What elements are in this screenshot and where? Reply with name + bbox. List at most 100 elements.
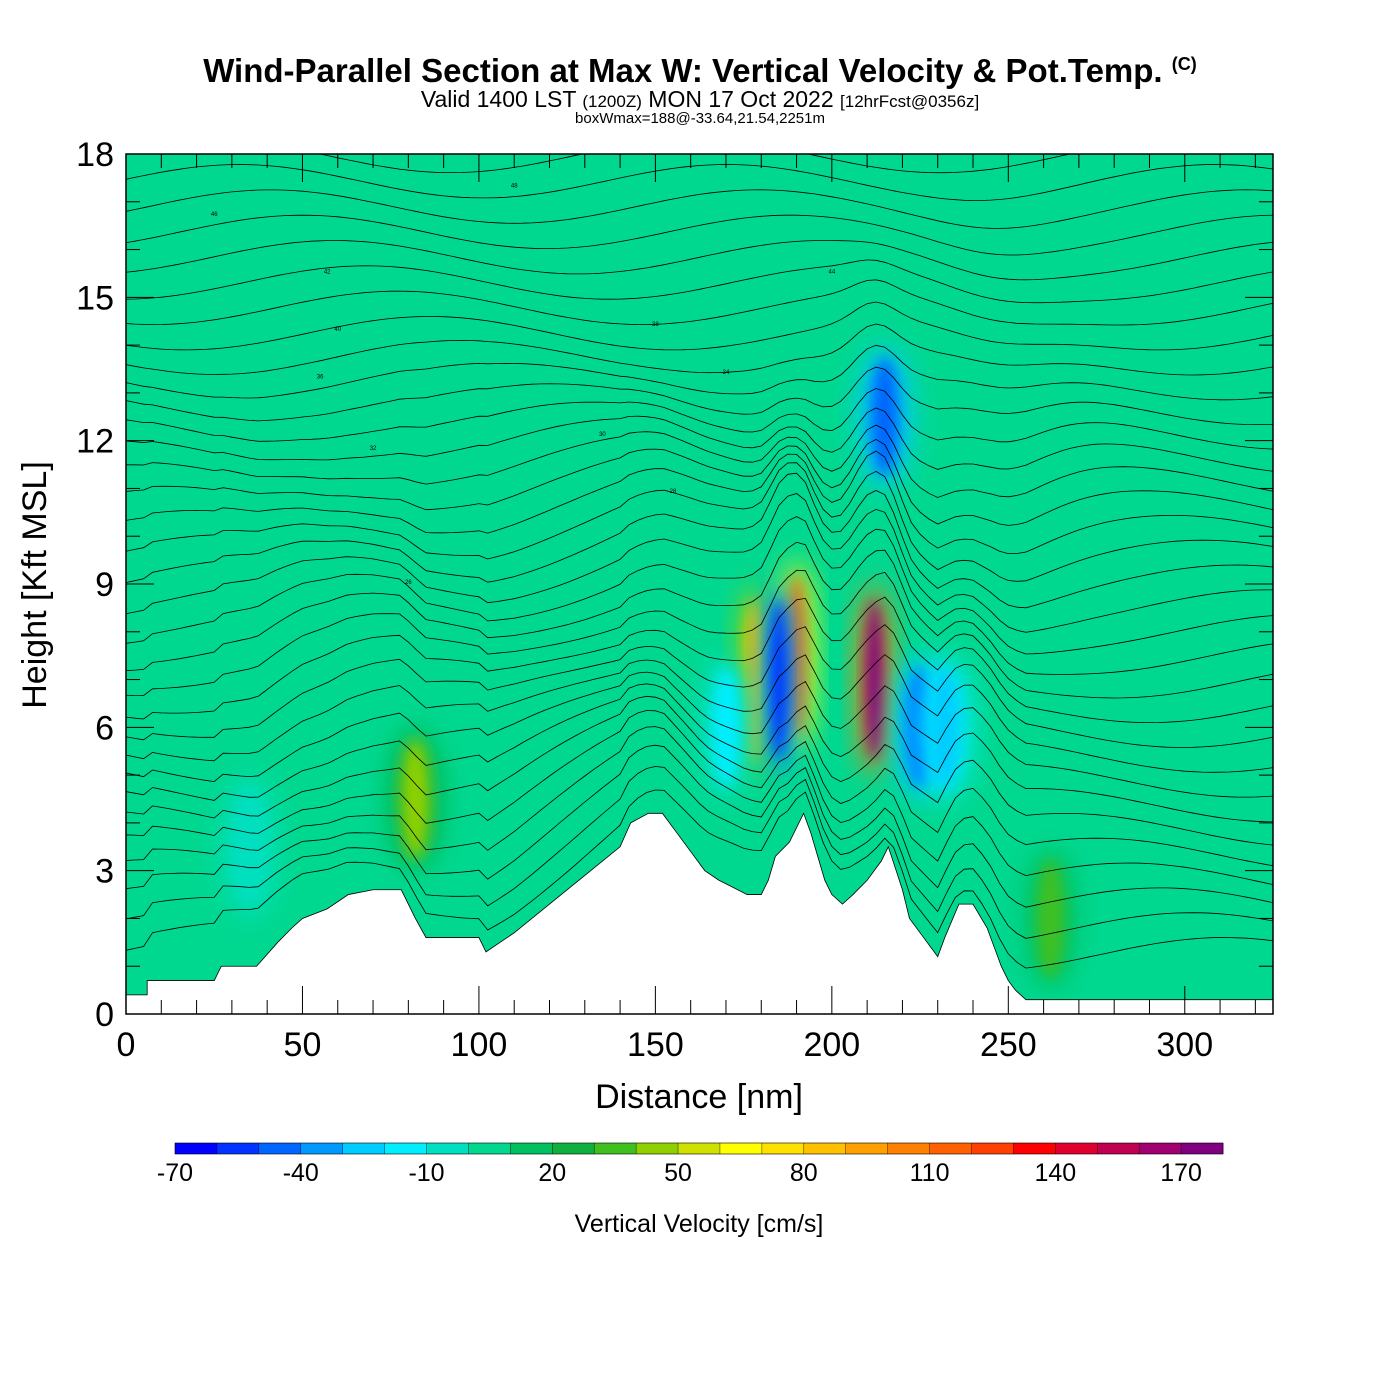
colorbar-swatch [803,1143,847,1154]
colorbar-swatch [1055,1143,1098,1154]
chart-title: Wind-Parallel Section at Max W: Vertical… [0,52,1400,90]
colorbar-swatch [845,1143,889,1154]
velocity-core [769,598,788,761]
axis-ticks [125,153,1273,1015]
x-tick-label: 0 [117,1026,136,1064]
contour-label: 36 [317,375,324,381]
velocity-core [401,739,430,859]
colorbar-swatch [1013,1143,1056,1154]
isentrope-line [126,671,1273,798]
valid-prefix: Valid 1400 LST [420,86,576,112]
isentrope-line [126,388,1273,450]
isentrope-line [126,695,1273,846]
colorbar [174,1142,1224,1155]
isentrope-line [126,789,1273,969]
contour-label: 46 [211,212,218,218]
potential-temperature-contours: 48 46 44 42 40 38 36 34 32 30 28 26 [126,154,1273,969]
colorbar-tick-label: -70 [157,1159,193,1187]
colorbar-swatch [719,1143,763,1154]
velocity-core [930,667,959,787]
isentrope-line [126,541,1273,675]
plot-area: 48 46 44 42 40 38 36 34 32 30 28 26 [126,154,1273,1014]
isentrope-line [126,710,1273,867]
colorbar-swatch [1097,1143,1140,1154]
colorbar-label: Vertical Velocity [cm/s] [575,1210,824,1238]
colorbar-swatch [258,1143,302,1154]
isentrope-line [126,344,1273,401]
velocity-core [711,667,740,787]
y-tick-labels: 0 3 6 9 12 15 18 [76,136,114,1034]
colorbar-swatch [1139,1143,1182,1154]
colorbar-swatch [342,1143,385,1154]
colorbar-swatch [929,1143,972,1154]
colorbar-swatch [384,1143,427,1154]
isentrope-line [126,569,1273,699]
velocity-core [870,357,899,477]
contour-label: 44 [829,269,836,275]
colorbar-swatch [426,1143,469,1154]
colorbar-swatch [300,1143,344,1154]
colorbar-tick-label: 170 [1160,1159,1202,1187]
contour-label: 38 [652,322,659,328]
valid-time-line: Valid 1400 LST (1200Z) MON 17 Oct 2022 [… [0,86,1400,113]
y-tick-label: 3 [95,853,114,891]
x-tick-labels: 0 50 100 150 200 250 300 [117,1026,1214,1064]
valid-date: MON 17 Oct 2022 [648,86,834,112]
colorbar-swatch [552,1143,595,1154]
contour-label: 26 [405,580,412,586]
isentrope-line [126,450,1273,555]
x-tick-label: 50 [284,1026,322,1064]
colorbar-tick-label: 80 [790,1159,818,1187]
isentrope-line [126,366,1273,426]
y-tick-label: 12 [76,423,114,461]
isentrope-line [126,516,1273,655]
contour-label: 48 [511,183,518,189]
colorbar-swatch [216,1143,260,1154]
isentrope-line [126,424,1273,498]
colorbar-swatch [761,1143,805,1154]
copyright-mark: (C) [1171,54,1197,74]
colorbar-tick-label: 50 [664,1159,692,1187]
x-tick-label: 100 [451,1026,508,1064]
x-tick-label: 300 [1156,1026,1213,1064]
isentrope-line [126,279,1273,326]
x-axis-label: Distance [nm] [595,1078,803,1116]
isentrope-line [126,654,1273,773]
isentrope-line [126,624,1273,748]
chart-title-text: Wind-Parallel Section at Max W: Vertical… [203,52,1163,89]
colorbar-tick-label: -40 [283,1159,319,1187]
colorbar-swatch [468,1143,511,1154]
x-tick-label: 250 [980,1026,1037,1064]
colorbar-swatch [971,1143,1014,1154]
isentrope-line [126,164,1273,201]
isentrope-line [126,683,1273,823]
colorbar-swatch [887,1143,930,1154]
velocity-core [1036,858,1065,978]
colorbar-tick-label: 110 [910,1159,950,1187]
forecast-info: [12hrFcst@0356z] [840,92,980,111]
isentrope-line [126,493,1273,633]
x-tick-label: 150 [627,1026,684,1064]
contour-label: 40 [334,327,341,333]
isentrope-line [126,407,1273,472]
isentrope-line [126,744,1273,908]
y-tick-label: 6 [95,709,114,747]
valid-utc: (1200Z) [582,92,642,111]
y-tick-label: 18 [76,136,114,174]
isentrope-line [126,301,1273,351]
colorbar-tick-label: 140 [1034,1159,1076,1187]
contour-label: 28 [670,489,677,495]
isentrope-line [126,189,1273,229]
isentrope-line [126,240,1273,281]
colorbar-swatch [594,1143,637,1154]
colorbar-frame [174,1142,1224,1155]
isentrope-line [126,472,1273,609]
terrain-mask [126,812,1273,1014]
isentrope-line [126,438,1273,526]
isentrope-line [126,214,1273,256]
colorbar-swatch [510,1143,553,1154]
colorbar-swatch [636,1143,679,1154]
isentrope-line [126,596,1273,724]
isentrope-line [126,766,1273,939]
